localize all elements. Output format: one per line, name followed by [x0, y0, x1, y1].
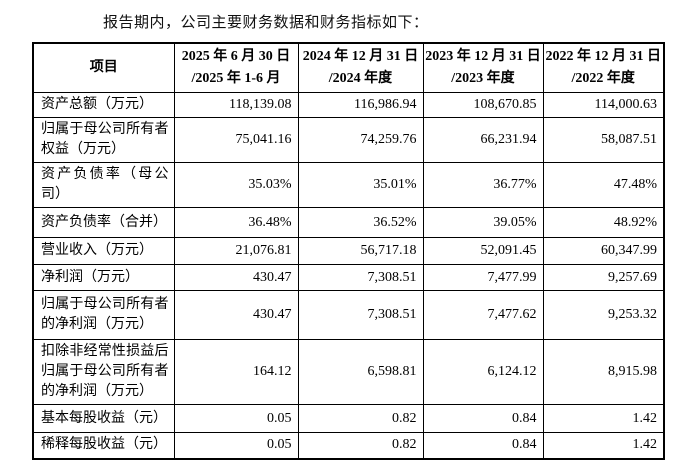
section-title: 报告期内，公司主要财务数据和财务指标如下：: [103, 15, 429, 31]
value-cell: 1.42: [542, 404, 665, 433]
value-cell: 164.12: [173, 339, 299, 405]
header-line2: /2025 年 1-6 月: [191, 71, 281, 86]
value-cell: 430.47: [173, 290, 299, 340]
value-cell: 56,717.18: [297, 237, 424, 265]
value-cell: 6,598.81: [297, 339, 424, 405]
value-cell: 7,477.62: [422, 290, 544, 340]
value-cell: 7,308.51: [297, 264, 424, 291]
header-line1: 2025 年 6 月 30 日: [181, 49, 291, 64]
row-label: 基本每股收益（元）: [32, 404, 175, 433]
table-row-diluted-eps: 稀释每股收益（元） 0.05 0.82 0.84 1.42: [32, 432, 665, 459]
value-cell: 9,257.69: [542, 264, 665, 291]
header-line2: /2024 年度: [328, 71, 393, 86]
table-row-total-assets: 资产总额（万元） 118,139.08 116,986.94 108,670.8…: [32, 92, 665, 118]
header-row: 项目 2025 年 6 月 30 日 /2025 年 1-6 月 2024 年 …: [32, 42, 665, 93]
column-header-2024: 2024 年 12 月 31 日 /2024 年度: [297, 42, 424, 93]
value-cell: 36.48%: [173, 207, 299, 238]
row-label: 营业收入（万元）: [32, 237, 175, 265]
table-row-debt-ratio-parent: 资产负债率（母公司） 35.03% 35.01% 36.77% 47.48%: [32, 162, 665, 208]
financial-indicators-table: 项目 2025 年 6 月 30 日 /2025 年 1-6 月 2024 年 …: [32, 42, 665, 460]
value-cell: 116,986.94: [297, 92, 424, 118]
value-cell: 48.92%: [542, 207, 665, 238]
value-cell: 7,308.51: [297, 290, 424, 340]
row-label: 资产负债率（母公司）: [32, 162, 175, 208]
table-row-net-profit-parent: 归属于母公司所有者的净利润（万元） 430.47 7,308.51 7,477.…: [32, 290, 665, 340]
value-cell: 47.48%: [542, 162, 665, 208]
table-row-revenue: 营业收入（万元） 21,076.81 56,717.18 52,091.45 6…: [32, 237, 665, 265]
column-header-2023: 2023 年 12 月 31 日 /2023 年度: [422, 42, 544, 93]
value-cell: 0.84: [422, 432, 544, 459]
row-label: 稀释每股收益（元）: [32, 432, 175, 459]
header-line1: 2022 年 12 月 31 日: [545, 49, 662, 64]
row-label: 扣除非经常性损益后归属于母公司所有者的净利润（万元）: [32, 339, 175, 405]
value-cell: 36.52%: [297, 207, 424, 238]
value-cell: 0.84: [422, 404, 544, 433]
value-cell: 52,091.45: [422, 237, 544, 265]
value-cell: 75,041.16: [173, 117, 299, 163]
value-cell: 430.47: [173, 264, 299, 291]
header-line2: /2022 年度: [571, 71, 635, 86]
value-cell: 8,915.98: [542, 339, 665, 405]
header-line1: 2024 年 12 月 31 日: [302, 49, 419, 64]
row-label: 资产总额（万元）: [32, 92, 175, 118]
value-cell: 60,347.99: [542, 237, 665, 265]
value-cell: 36.77%: [422, 162, 544, 208]
header-line2: /2023 年度: [451, 71, 515, 86]
value-cell: 114,000.63: [542, 92, 665, 118]
table-row-parent-equity: 归属于母公司所有者权益（万元） 75,041.16 74,259.76 66,2…: [32, 117, 665, 163]
header-line1: 2023 年 12 月 31 日: [425, 49, 541, 64]
table-row-basic-eps: 基本每股收益（元） 0.05 0.82 0.84 1.42: [32, 404, 665, 433]
value-cell: 9,253.32: [542, 290, 665, 340]
row-label: 净利润（万元）: [32, 264, 175, 291]
value-cell: 0.05: [173, 404, 299, 433]
value-cell: 66,231.94: [422, 117, 544, 163]
value-cell: 74,259.76: [297, 117, 424, 163]
column-header-2025: 2025 年 6 月 30 日 /2025 年 1-6 月: [173, 42, 299, 93]
value-cell: 0.82: [297, 404, 424, 433]
value-cell: 58,087.51: [542, 117, 665, 163]
row-label: 归属于母公司所有者的净利润（万元）: [32, 290, 175, 340]
value-cell: 6,124.12: [422, 339, 544, 405]
value-cell: 1.42: [542, 432, 665, 459]
value-cell: 35.03%: [173, 162, 299, 208]
column-header-2022: 2022 年 12 月 31 日 /2022 年度: [542, 42, 665, 93]
table-row-debt-ratio-consolidated: 资产负债率（合并） 36.48% 36.52% 39.05% 48.92%: [32, 207, 665, 238]
table-row-net-profit: 净利润（万元） 430.47 7,308.51 7,477.99 9,257.6…: [32, 264, 665, 291]
table-row-net-profit-excl-nonrecurring: 扣除非经常性损益后归属于母公司所有者的净利润（万元） 164.12 6,598.…: [32, 339, 665, 405]
value-cell: 39.05%: [422, 207, 544, 238]
value-cell: 21,076.81: [173, 237, 299, 265]
value-cell: 108,670.85: [422, 92, 544, 118]
column-header-item: 项目: [32, 42, 175, 93]
row-label: 归属于母公司所有者权益（万元）: [32, 117, 175, 163]
value-cell: 0.05: [173, 432, 299, 459]
value-cell: 0.82: [297, 432, 424, 459]
value-cell: 7,477.99: [422, 264, 544, 291]
value-cell: 118,139.08: [173, 92, 299, 118]
row-label: 资产负债率（合并）: [32, 207, 175, 238]
value-cell: 35.01%: [297, 162, 424, 208]
